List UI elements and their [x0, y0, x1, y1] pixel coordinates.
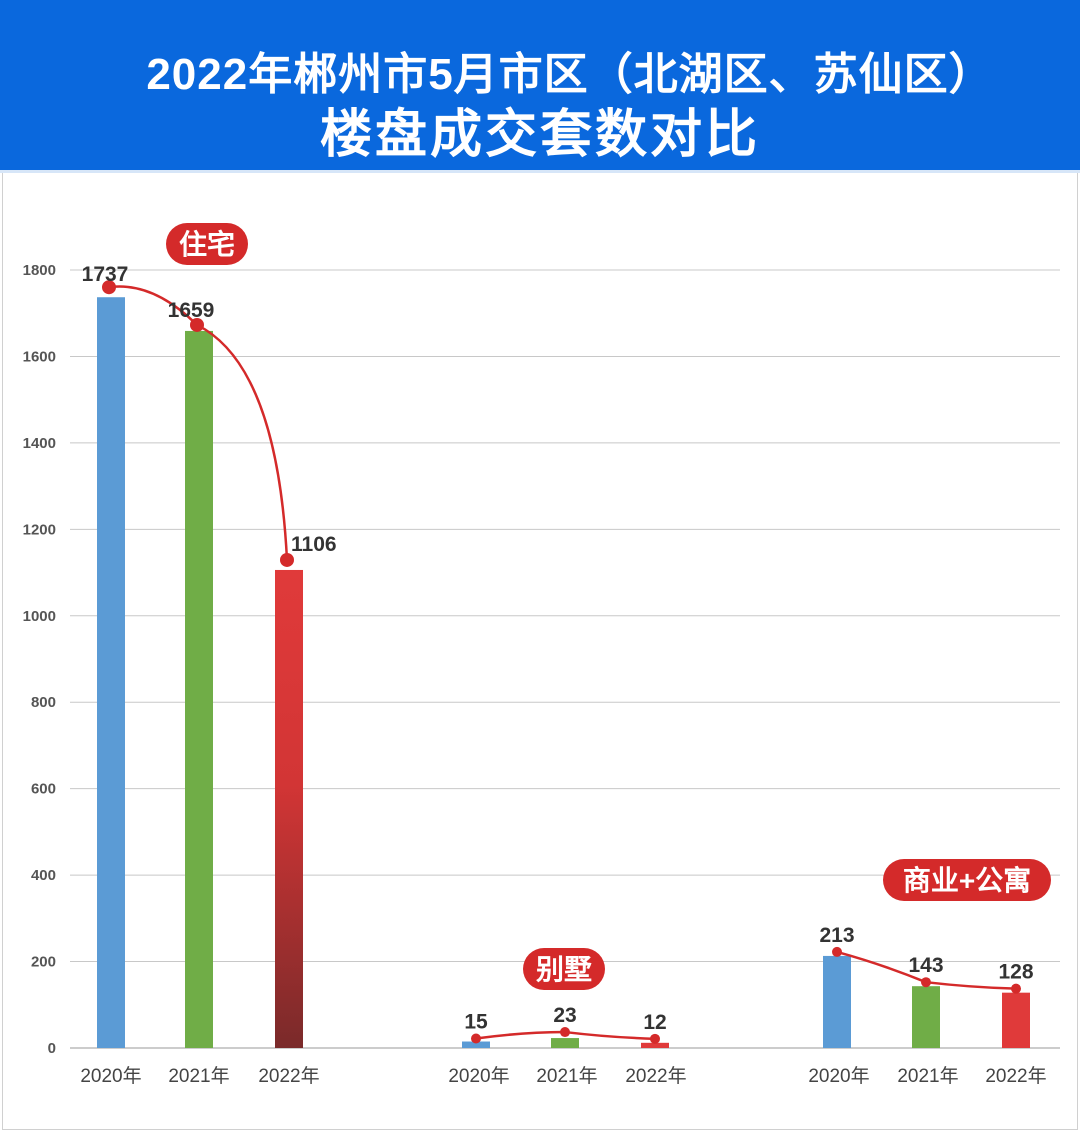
bar-2022年: [275, 569, 303, 1048]
group-badge: [883, 859, 1051, 901]
data-label: 1737: [82, 263, 129, 286]
data-point-marker: [832, 946, 842, 957]
y-tick-label: 1400: [23, 435, 56, 452]
bar-2022年: [1002, 992, 1030, 1048]
group-badge-label: 别墅: [536, 954, 592, 985]
x-category-label: 2020年: [448, 1065, 509, 1087]
data-point-marker: [280, 552, 294, 567]
chart-frame: [2, 173, 1078, 1130]
data-label: 23: [553, 1004, 576, 1027]
bar-2020年: [462, 1041, 490, 1048]
trend-line: [108, 285, 289, 561]
y-tick-label: 1800: [23, 262, 56, 279]
y-tick-label: 1200: [23, 521, 56, 538]
x-category-label: 2021年: [168, 1065, 229, 1087]
group-badge-label: 商业+公寓: [903, 864, 1031, 896]
data-point-marker: [921, 977, 931, 988]
y-tick-label: 800: [31, 694, 56, 711]
bar-2021年: [912, 986, 940, 1048]
y-tick-label: 1000: [23, 608, 56, 625]
data-label: 1106: [291, 533, 337, 556]
header: 2022年郴州市5月市区（北湖区、苏仙区） 楼盘成交套数对比: [0, 0, 1080, 170]
data-label: 143: [908, 954, 943, 977]
title-line-2: 楼盘成交套数对比: [319, 106, 760, 164]
x-category-label: 2022年: [625, 1065, 686, 1087]
group-badge-label: 住宅: [179, 228, 235, 260]
y-tick-label: 1600: [23, 348, 56, 365]
data-point-marker: [102, 280, 116, 295]
data-point-marker: [471, 1033, 481, 1044]
group-badge: [523, 948, 605, 990]
bar-2021年: [185, 330, 213, 1048]
x-category-label: 2022年: [258, 1065, 319, 1087]
x-category-label: 2022年: [985, 1065, 1046, 1087]
x-category-label: 2020年: [808, 1065, 869, 1087]
y-tick-label: 400: [31, 867, 56, 884]
group-badge: [166, 223, 248, 265]
y-tick-label: 600: [31, 781, 56, 798]
data-point-marker: [1011, 983, 1021, 994]
data-label: 213: [819, 924, 854, 947]
data-label: 15: [464, 1011, 488, 1034]
title-line-1: 2022年郴州市5月市区（北湖区、苏仙区）: [146, 50, 994, 99]
bar-2022年: [641, 1042, 669, 1048]
data-label: 12: [643, 1011, 666, 1034]
bar-2020年: [823, 955, 851, 1048]
x-category-label: 2021年: [536, 1065, 597, 1087]
data-point-marker: [650, 1033, 660, 1044]
y-tick-label: 0: [48, 1040, 56, 1057]
x-category-label: 2020年: [80, 1065, 141, 1087]
data-label: 128: [998, 961, 1033, 984]
y-tick-label: 200: [31, 954, 56, 971]
bar-2020年: [97, 297, 125, 1049]
bar-2021年: [551, 1038, 579, 1048]
x-category-label: 2021年: [897, 1065, 958, 1087]
data-label: 1659: [168, 299, 215, 322]
data-point-marker: [560, 1027, 570, 1038]
data-point-marker: [190, 317, 204, 332]
header-divider: [0, 170, 1080, 173]
